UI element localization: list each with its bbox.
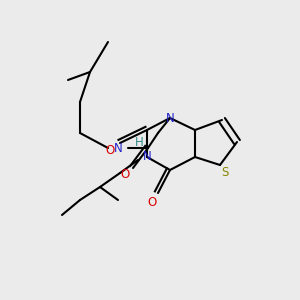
Text: N: N bbox=[166, 112, 174, 124]
Text: N: N bbox=[114, 142, 122, 154]
Text: O: O bbox=[105, 143, 115, 157]
Text: O: O bbox=[147, 196, 157, 208]
Text: O: O bbox=[120, 167, 130, 181]
Text: S: S bbox=[221, 167, 229, 179]
Text: N: N bbox=[142, 151, 152, 164]
Text: H: H bbox=[135, 136, 143, 149]
